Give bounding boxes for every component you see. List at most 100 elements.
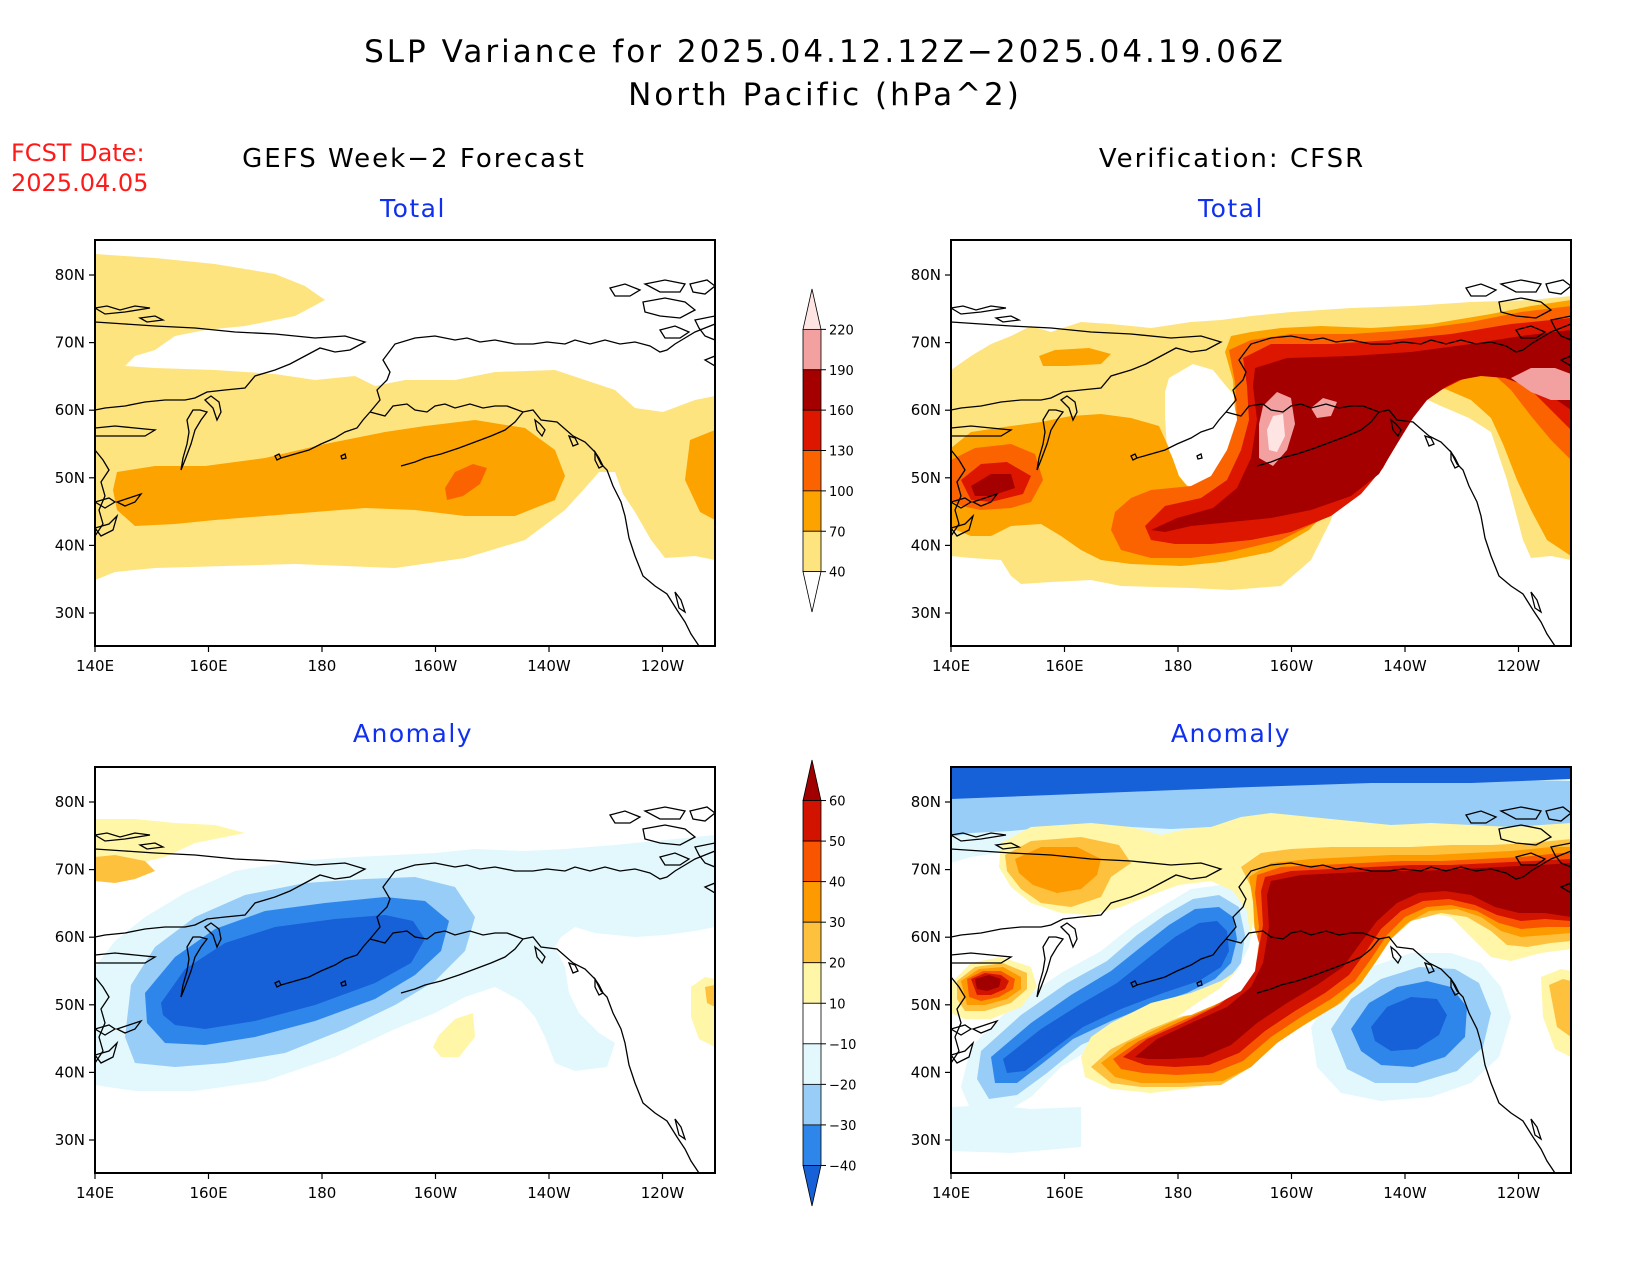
lon-tick-label: 160W <box>1270 657 1314 675</box>
left-column-title: GEFS Week−2 Forecast <box>242 144 586 174</box>
lon-tick-label: 180 <box>308 657 337 675</box>
colorbar-bin <box>802 450 822 492</box>
contour-20-30 <box>95 855 155 883</box>
lat-tick-label: 40N <box>55 536 85 554</box>
lon-tick-label: 180 <box>308 1184 337 1202</box>
contour-10-20 <box>433 1013 475 1057</box>
colorbar-cap-bottom <box>802 1165 822 1207</box>
lat-tick-label: 80N <box>55 266 85 284</box>
colorbar-label: 50 <box>829 835 846 850</box>
colorbar-bin <box>802 840 822 883</box>
contour-40-70 <box>95 254 715 580</box>
lat-tick-label: 60N <box>55 401 85 419</box>
lon-tick-label: 120W <box>641 657 685 675</box>
lat-tick-label: 80N <box>911 266 941 284</box>
colorbar-label: −10 <box>829 1038 856 1053</box>
lat-tick-label: 80N <box>911 793 941 811</box>
lon-tick-label: 160E <box>189 657 227 675</box>
colorbar-label: 40 <box>829 876 846 891</box>
colorbar-label: 160 <box>829 404 854 419</box>
fcst-date-value: 2025.04.05 <box>11 169 148 197</box>
contour-below-neg40 <box>1371 997 1447 1051</box>
lat-tick-label: 60N <box>55 928 85 946</box>
lat-tick-label: 30N <box>911 1131 941 1149</box>
lon-tick-label: 120W <box>1497 1184 1541 1202</box>
main-title: SLP Variance for 2025.04.12.12Z−2025.04.… <box>364 34 1286 70</box>
contour-70-100 <box>113 420 565 526</box>
lat-tick-label: 60N <box>911 401 941 419</box>
lat-tick-label: 70N <box>911 861 941 879</box>
lon-tick-label: 140W <box>527 657 571 675</box>
lon-tick-label: 140W <box>1383 657 1427 675</box>
right-column-title: Verification: CFSR <box>1099 144 1365 174</box>
contour-220 <box>1267 414 1285 452</box>
lon-tick-label: 120W <box>1497 657 1541 675</box>
contour-neg10-neg20 <box>951 1105 1081 1153</box>
map-panel-forecast-total <box>94 239 716 647</box>
lat-tick-label: 70N <box>55 861 85 879</box>
lon-tick-label: 160W <box>1270 1184 1314 1202</box>
colorbar-bin <box>802 1002 822 1045</box>
colorbar-bin <box>802 1083 822 1126</box>
colorbar-bin <box>802 530 822 573</box>
lon-tick-label: 160W <box>414 1184 458 1202</box>
colorbar-bin <box>802 369 822 411</box>
lat-tick-label: 70N <box>911 334 941 352</box>
panel-title-bottom-left: Anomaly <box>353 719 473 748</box>
colorbar-label: 60 <box>829 795 846 810</box>
panel-title-bottom-right: Anomaly <box>1171 719 1291 748</box>
contour-above-60 <box>1135 863 1571 1059</box>
colorbar-bin <box>802 1124 822 1166</box>
colorbar-bin <box>802 921 822 964</box>
colorbar-label: 40 <box>829 566 846 581</box>
lat-tick-label: 40N <box>55 1063 85 1081</box>
lat-tick-label: 50N <box>911 469 941 487</box>
colorbar-label: 100 <box>829 485 854 500</box>
colorbar-bin <box>802 490 822 532</box>
colorbar-anomaly: −40 −30 −20 −10 10 20 30 40 50 60 <box>802 759 856 1207</box>
contour-20-30 <box>705 985 715 1007</box>
main-subtitle: North Pacific (hPa^2) <box>628 77 1022 113</box>
colorbar-label: 20 <box>829 957 846 972</box>
lat-tick-label: 30N <box>55 1131 85 1149</box>
lat-tick-label: 50N <box>55 996 85 1014</box>
colorbar-label: 220 <box>829 323 854 338</box>
colorbar-label: 190 <box>829 364 854 379</box>
colorbar-bin <box>802 328 822 371</box>
colorbar-label: 130 <box>829 445 854 460</box>
contour-neg20-neg30 <box>951 779 1571 847</box>
lon-tick-label: 140E <box>932 657 970 675</box>
lat-tick-label: 40N <box>911 1063 941 1081</box>
colorbar-label: 10 <box>829 997 846 1012</box>
contour-below-neg40 <box>951 767 1571 799</box>
colorbar-bin <box>802 1043 822 1085</box>
colorbar-label: −20 <box>829 1078 856 1093</box>
contour-100-130 <box>445 464 487 500</box>
lon-tick-label: 140W <box>527 1184 571 1202</box>
lat-tick-label: 70N <box>55 334 85 352</box>
colorbar-cap-top <box>802 288 822 330</box>
lon-tick-label: 160E <box>1045 657 1083 675</box>
contour-above-60 <box>975 975 1001 991</box>
colorbar-bin <box>802 962 822 1004</box>
lon-tick-label: 140W <box>1383 1184 1427 1202</box>
colorbar-bin <box>802 881 822 923</box>
lon-tick-label: 180 <box>1164 1184 1193 1202</box>
lon-tick-label: 120W <box>641 1184 685 1202</box>
contour-below-neg40 <box>1003 921 1229 1073</box>
colorbar-label: −30 <box>829 1119 856 1134</box>
fcst-date-label: FCST Date: <box>11 139 145 167</box>
contour-below-neg40 <box>161 915 425 1029</box>
colorbar-total: 40 70 100 130 160 190 220 <box>802 288 854 613</box>
contour-70-100 <box>685 430 715 520</box>
lon-tick-label: 160E <box>189 1184 227 1202</box>
lat-tick-label: 50N <box>55 469 85 487</box>
lon-tick-label: 140E <box>76 657 114 675</box>
contour-160-190 <box>971 474 1015 496</box>
contour-190-220 <box>1511 368 1571 400</box>
colorbar-label: 70 <box>829 525 846 540</box>
colorbar-cap-top <box>802 759 822 801</box>
colorbar-cap-bottom <box>802 571 822 613</box>
contour-20-30 <box>1549 979 1571 1037</box>
